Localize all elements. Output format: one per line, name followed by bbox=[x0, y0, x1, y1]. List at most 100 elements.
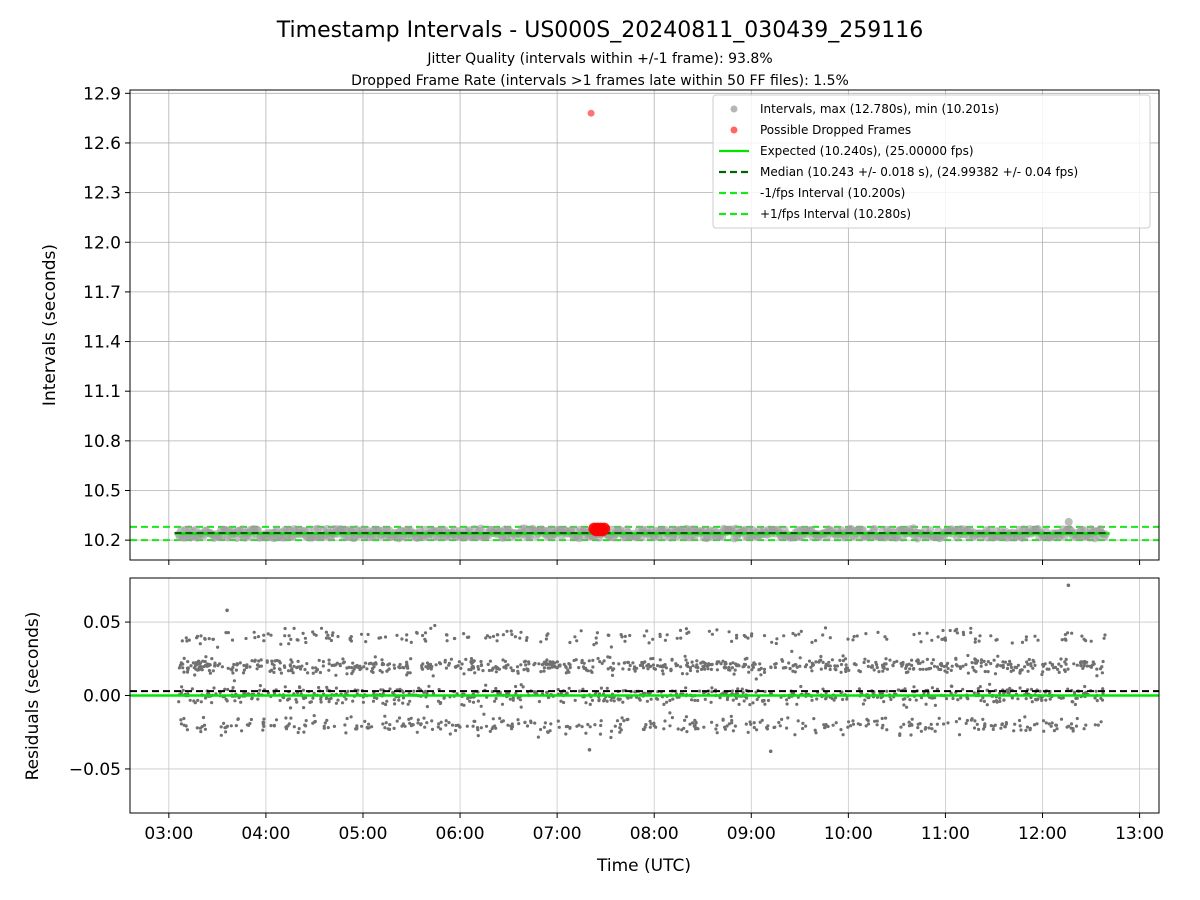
residual-point bbox=[973, 637, 978, 641]
residual-point bbox=[865, 717, 869, 722]
residual-point bbox=[249, 717, 253, 722]
residual-point bbox=[969, 626, 973, 630]
residual-point bbox=[431, 691, 436, 695]
residual-point bbox=[385, 669, 389, 673]
residual-point bbox=[282, 664, 286, 668]
residual-point bbox=[814, 731, 818, 735]
residual-point bbox=[785, 726, 789, 730]
residual-point bbox=[582, 661, 586, 665]
residual-point bbox=[773, 665, 778, 670]
residual-point bbox=[256, 635, 261, 639]
residual-point bbox=[1033, 663, 1037, 668]
top-y-tick-label: 12.6 bbox=[83, 134, 121, 154]
residual-point bbox=[501, 633, 505, 637]
residual-point bbox=[976, 687, 980, 691]
residual-point bbox=[749, 722, 753, 727]
residual-point bbox=[292, 664, 296, 668]
residual-point bbox=[719, 662, 723, 666]
residual-point bbox=[847, 668, 851, 673]
residual-point bbox=[564, 725, 568, 729]
residual-point bbox=[788, 667, 792, 671]
residual-point bbox=[588, 725, 592, 729]
residual-point bbox=[476, 699, 480, 703]
residual-point bbox=[453, 636, 457, 641]
residual-point bbox=[573, 635, 577, 639]
residual-point bbox=[350, 666, 354, 670]
residual-point bbox=[775, 637, 779, 641]
residual-point bbox=[765, 727, 770, 731]
residual-point bbox=[729, 714, 733, 719]
residual-point bbox=[401, 696, 406, 700]
residual-point bbox=[627, 667, 631, 672]
residual-point bbox=[1065, 725, 1069, 729]
residual-point bbox=[430, 727, 435, 732]
residual-point bbox=[313, 719, 317, 724]
residual-point bbox=[322, 726, 326, 730]
residual-point bbox=[537, 699, 542, 704]
residual-point bbox=[334, 686, 338, 690]
legend-label: Intervals, max (12.780s), min (10.201s) bbox=[760, 102, 999, 116]
residual-point bbox=[567, 662, 571, 666]
residual-point bbox=[567, 686, 571, 690]
residual-point bbox=[665, 700, 669, 704]
residual-point bbox=[972, 691, 976, 695]
residual-point bbox=[311, 671, 315, 675]
residual-point bbox=[439, 701, 443, 705]
residual-point bbox=[590, 698, 595, 703]
residual-point bbox=[921, 667, 925, 671]
residual-point bbox=[933, 729, 937, 733]
residual-point bbox=[1024, 638, 1028, 642]
residual-point bbox=[1001, 663, 1005, 667]
residual-point bbox=[979, 661, 983, 665]
residual-point bbox=[622, 719, 626, 723]
residual-point bbox=[408, 671, 412, 675]
residual-point bbox=[433, 623, 437, 628]
residual-point bbox=[272, 663, 276, 667]
residual-point bbox=[589, 669, 593, 673]
residual-point bbox=[822, 723, 826, 727]
residual-point bbox=[761, 699, 765, 703]
residual-point bbox=[839, 662, 844, 667]
residual-point bbox=[966, 653, 970, 658]
residual-point bbox=[727, 665, 731, 670]
residual-point bbox=[479, 726, 483, 730]
residual-point bbox=[290, 660, 294, 664]
residual-point bbox=[663, 719, 667, 723]
residual-point bbox=[660, 669, 665, 673]
residual-point bbox=[327, 668, 331, 672]
residual-point bbox=[539, 670, 543, 674]
residual-point bbox=[679, 665, 683, 669]
residual-point bbox=[380, 658, 384, 662]
residual-point bbox=[870, 664, 874, 668]
residual-point bbox=[632, 667, 636, 671]
residual-point bbox=[1048, 697, 1052, 701]
residual-point bbox=[1101, 687, 1105, 691]
residual-point bbox=[880, 716, 884, 721]
residual-point bbox=[295, 666, 299, 670]
residual-point bbox=[558, 664, 562, 668]
residual-point bbox=[344, 697, 348, 701]
residual-point bbox=[609, 698, 613, 702]
residual-point bbox=[321, 660, 325, 664]
residual-point bbox=[885, 667, 890, 671]
residual-point bbox=[1096, 723, 1100, 727]
residual-point bbox=[464, 657, 468, 662]
residual-point bbox=[1048, 661, 1052, 665]
residual-point bbox=[989, 724, 993, 728]
residual-point bbox=[471, 664, 475, 669]
residual-point bbox=[793, 733, 797, 737]
residual-point bbox=[476, 728, 480, 732]
residual-point bbox=[814, 660, 818, 664]
residual-point bbox=[912, 685, 916, 689]
residual-point bbox=[755, 728, 759, 732]
residual-point bbox=[795, 702, 799, 706]
residual-point bbox=[882, 700, 886, 704]
residual-point bbox=[768, 749, 773, 754]
residual-point bbox=[229, 667, 233, 671]
residual-point bbox=[199, 730, 203, 734]
residual-point bbox=[783, 666, 787, 670]
residual-point bbox=[422, 716, 426, 720]
residual-point bbox=[781, 659, 785, 663]
residual-point bbox=[834, 696, 838, 700]
residual-point bbox=[447, 663, 451, 667]
